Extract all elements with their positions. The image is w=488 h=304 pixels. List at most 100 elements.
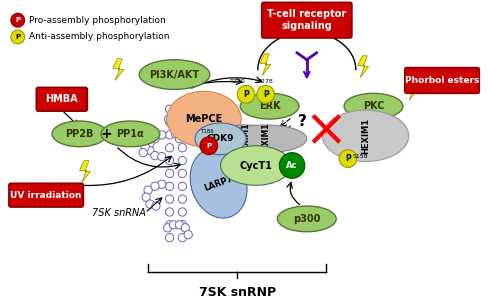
Ellipse shape bbox=[240, 93, 298, 119]
Polygon shape bbox=[80, 161, 90, 182]
Text: ?: ? bbox=[297, 113, 305, 129]
Circle shape bbox=[165, 208, 173, 216]
Text: P: P bbox=[345, 154, 350, 163]
Circle shape bbox=[165, 143, 173, 152]
Circle shape bbox=[175, 135, 183, 143]
Text: PKC: PKC bbox=[362, 101, 384, 111]
Circle shape bbox=[165, 105, 173, 113]
Ellipse shape bbox=[344, 93, 402, 119]
Text: P: P bbox=[15, 34, 20, 40]
Polygon shape bbox=[113, 59, 123, 81]
Circle shape bbox=[174, 122, 182, 130]
Circle shape bbox=[157, 180, 165, 188]
Circle shape bbox=[11, 13, 24, 27]
Circle shape bbox=[279, 153, 304, 178]
Text: HEXIM1: HEXIM1 bbox=[241, 122, 250, 156]
Ellipse shape bbox=[101, 121, 160, 147]
Circle shape bbox=[165, 169, 173, 178]
Text: Ac: Ac bbox=[286, 161, 297, 170]
Circle shape bbox=[143, 186, 152, 194]
Text: CycT1: CycT1 bbox=[239, 161, 272, 171]
Circle shape bbox=[178, 195, 186, 203]
Circle shape bbox=[178, 105, 186, 113]
Circle shape bbox=[150, 151, 159, 160]
Circle shape bbox=[168, 120, 176, 128]
FancyBboxPatch shape bbox=[404, 67, 478, 93]
Text: LARP7: LARP7 bbox=[203, 174, 234, 193]
Circle shape bbox=[184, 230, 192, 239]
Polygon shape bbox=[406, 78, 417, 100]
Circle shape bbox=[171, 130, 179, 138]
Ellipse shape bbox=[220, 146, 290, 185]
Circle shape bbox=[178, 118, 186, 126]
Text: T186: T186 bbox=[200, 129, 213, 134]
Ellipse shape bbox=[277, 206, 336, 232]
Circle shape bbox=[145, 200, 154, 208]
Text: CDK9: CDK9 bbox=[206, 134, 234, 143]
Circle shape bbox=[163, 224, 171, 232]
Text: 7SK snRNP: 7SK snRNP bbox=[198, 286, 275, 299]
FancyBboxPatch shape bbox=[261, 2, 351, 38]
Circle shape bbox=[165, 195, 173, 203]
Text: 7SK snRNA: 7SK snRNA bbox=[92, 208, 145, 218]
Text: S278: S278 bbox=[257, 79, 273, 85]
Text: HEXIM1: HEXIM1 bbox=[360, 118, 369, 154]
Circle shape bbox=[178, 169, 186, 178]
Text: Phorbol esters: Phorbol esters bbox=[404, 76, 478, 85]
Text: P: P bbox=[206, 143, 211, 149]
FancyBboxPatch shape bbox=[9, 183, 83, 207]
Circle shape bbox=[11, 30, 24, 44]
Circle shape bbox=[178, 182, 186, 190]
Circle shape bbox=[178, 143, 186, 152]
Circle shape bbox=[141, 143, 149, 151]
Circle shape bbox=[151, 202, 160, 210]
Circle shape bbox=[165, 221, 173, 229]
Ellipse shape bbox=[195, 123, 245, 155]
Circle shape bbox=[165, 118, 173, 126]
Text: T270: T270 bbox=[230, 79, 245, 85]
Circle shape bbox=[237, 85, 254, 103]
Circle shape bbox=[179, 133, 187, 141]
Ellipse shape bbox=[52, 121, 107, 147]
Ellipse shape bbox=[190, 149, 246, 218]
Circle shape bbox=[178, 156, 186, 165]
Text: p300: p300 bbox=[292, 214, 320, 224]
Circle shape bbox=[150, 182, 159, 190]
Text: PP2B: PP2B bbox=[65, 129, 94, 139]
Circle shape bbox=[175, 221, 183, 229]
Circle shape bbox=[256, 85, 274, 103]
Circle shape bbox=[165, 131, 173, 139]
Circle shape bbox=[157, 131, 165, 139]
Text: P: P bbox=[262, 90, 268, 99]
Text: PP1α: PP1α bbox=[116, 129, 144, 139]
Text: HEXIM1: HEXIM1 bbox=[261, 122, 269, 156]
Text: MePCE: MePCE bbox=[185, 114, 222, 124]
FancyBboxPatch shape bbox=[36, 87, 87, 111]
Circle shape bbox=[165, 156, 173, 165]
Ellipse shape bbox=[166, 92, 241, 147]
Polygon shape bbox=[357, 56, 368, 78]
Text: T-cell receptor
signaling: T-cell receptor signaling bbox=[266, 9, 346, 31]
Circle shape bbox=[165, 233, 173, 242]
Text: Pro-assembly phosphorylation: Pro-assembly phosphorylation bbox=[28, 16, 165, 25]
Text: Anti-assembly phosphorylation: Anti-assembly phosphorylation bbox=[28, 33, 169, 41]
Circle shape bbox=[184, 115, 192, 123]
Text: P: P bbox=[15, 17, 20, 23]
Text: UV irradiation: UV irradiation bbox=[10, 191, 81, 200]
Circle shape bbox=[178, 208, 186, 216]
Ellipse shape bbox=[322, 110, 408, 161]
Text: ERK: ERK bbox=[258, 101, 280, 111]
Text: S158: S158 bbox=[352, 154, 367, 159]
Ellipse shape bbox=[139, 60, 209, 89]
Circle shape bbox=[178, 233, 186, 242]
Circle shape bbox=[178, 131, 186, 139]
Text: +: + bbox=[100, 127, 112, 141]
Circle shape bbox=[164, 115, 172, 123]
Text: PI3K/AKT: PI3K/AKT bbox=[149, 70, 199, 80]
Circle shape bbox=[145, 140, 154, 148]
Circle shape bbox=[165, 182, 173, 190]
Circle shape bbox=[178, 221, 186, 229]
Circle shape bbox=[139, 148, 147, 157]
Circle shape bbox=[142, 193, 150, 201]
Circle shape bbox=[180, 120, 188, 128]
